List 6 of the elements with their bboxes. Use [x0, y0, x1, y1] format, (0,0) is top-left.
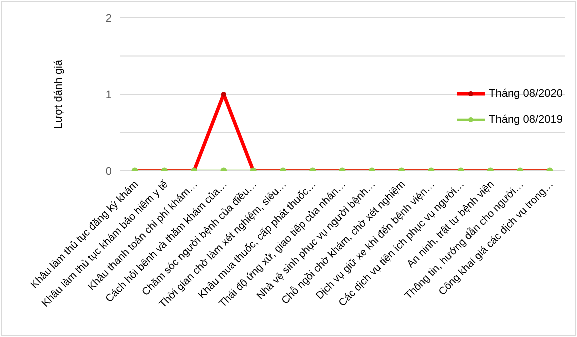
- y-tick-label: 2: [106, 12, 112, 25]
- y-axis-title: Lượt đánh giá: [52, 59, 65, 130]
- legend-label: Tháng 08/2020: [488, 88, 563, 100]
- y-tick-label: 0: [106, 166, 112, 178]
- legend-label: Tháng 08/2019: [488, 114, 563, 126]
- y-tick-label: 1: [106, 89, 112, 102]
